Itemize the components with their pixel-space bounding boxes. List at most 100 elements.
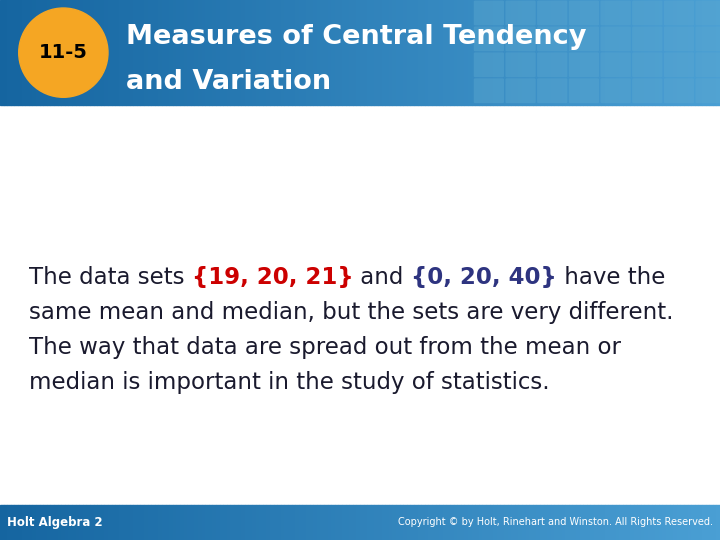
Bar [274,0,277,105]
FancyBboxPatch shape [474,1,504,25]
Bar [450,505,454,540]
Bar [198,0,202,105]
Bar [648,505,652,540]
Bar [403,505,407,540]
Bar [137,505,140,540]
Bar [284,505,288,540]
Bar [166,505,169,540]
Ellipse shape [19,8,108,97]
Bar [90,505,94,540]
Bar [284,0,288,105]
Bar [104,0,108,105]
Bar [619,0,623,105]
Bar [698,505,702,540]
Bar [407,0,410,105]
Bar [320,505,324,540]
Bar [630,0,634,105]
Bar [392,505,396,540]
Bar [202,0,205,105]
Bar [641,505,644,540]
Bar [256,505,259,540]
FancyBboxPatch shape [569,78,599,103]
Bar [270,0,274,105]
Text: Copyright © by Holt, Rinehart and Winston. All Rights Reserved.: Copyright © by Holt, Rinehart and Winsto… [397,517,713,528]
Bar [148,0,151,105]
Bar [554,0,558,105]
Text: The way that data are spread out from the mean or: The way that data are spread out from th… [29,336,621,359]
Bar [601,505,605,540]
FancyBboxPatch shape [696,1,720,25]
Bar [644,505,648,540]
Bar [709,505,713,540]
Bar [281,505,284,540]
Bar [436,505,439,540]
Bar [666,0,670,105]
Bar [76,505,79,540]
FancyBboxPatch shape [664,52,694,77]
Bar [72,0,76,105]
Text: and Variation: and Variation [126,69,331,95]
Bar [619,505,623,540]
Bar [223,505,227,540]
Bar [634,505,637,540]
Bar [58,0,61,105]
Bar [184,505,187,540]
Bar [14,505,18,540]
Bar [36,505,40,540]
Bar [468,0,472,105]
Bar [25,0,29,105]
Bar [659,0,662,105]
Bar [598,505,601,540]
Bar [252,505,256,540]
Bar [342,0,346,105]
Bar [68,505,72,540]
Bar [421,505,425,540]
Bar [50,505,54,540]
Bar [439,505,443,540]
Bar [259,0,263,105]
Bar [655,505,659,540]
Text: same mean and median, but the sets are very different.: same mean and median, but the sets are v… [29,301,673,323]
Bar [299,505,302,540]
FancyBboxPatch shape [600,26,631,51]
Bar [418,505,421,540]
Bar [673,505,677,540]
Bar [90,0,94,105]
Bar [144,0,148,105]
Text: {0, 20, 40}: {0, 20, 40} [411,266,557,288]
Bar [680,0,684,105]
Text: 11-5: 11-5 [39,43,88,62]
Bar [490,505,493,540]
Bar [677,505,680,540]
FancyBboxPatch shape [537,78,567,103]
Bar [252,0,256,105]
Bar [22,505,25,540]
Bar [353,505,356,540]
Bar [32,505,36,540]
Bar [259,505,263,540]
Bar [43,0,47,105]
Bar [716,505,720,540]
Bar [126,0,130,105]
Bar [248,505,252,540]
Bar [277,505,281,540]
FancyBboxPatch shape [474,78,504,103]
Bar [266,0,270,105]
Bar [418,0,421,105]
FancyBboxPatch shape [632,52,662,77]
FancyBboxPatch shape [505,78,536,103]
Bar [234,505,238,540]
Bar [605,0,608,105]
Bar [310,505,313,540]
Bar [608,505,612,540]
Bar [310,0,313,105]
Bar [191,505,194,540]
Bar [601,0,605,105]
Bar [194,505,198,540]
Bar [0,505,4,540]
Bar [173,0,176,105]
Bar [698,0,702,105]
FancyBboxPatch shape [474,52,504,77]
Bar [256,0,259,105]
Text: median is important in the study of statistics.: median is important in the study of stat… [29,371,549,394]
